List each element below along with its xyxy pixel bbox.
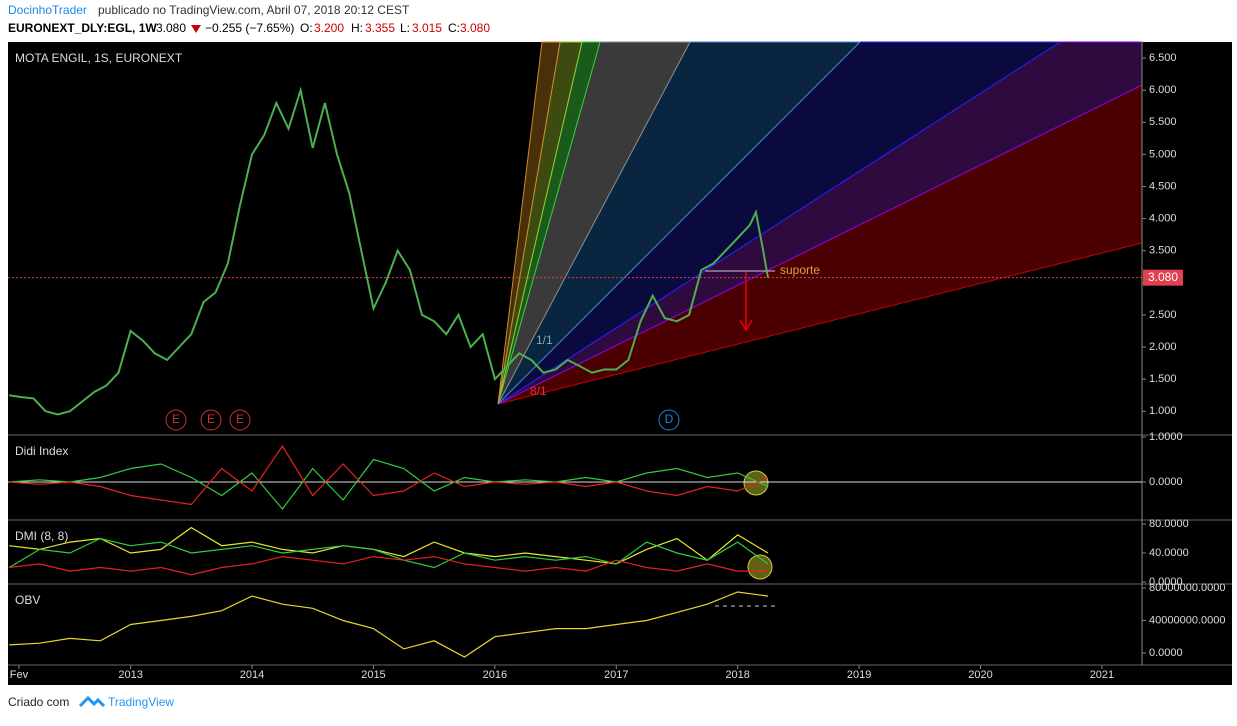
y-tick-label: 1.000	[1149, 405, 1177, 417]
event-marker	[658, 409, 680, 431]
y-tick-label: 2.000	[1149, 341, 1177, 353]
y-tick-label: 6.500	[1149, 52, 1177, 64]
y-tick-label: 80.0000	[1149, 518, 1189, 530]
fan-band	[497, 41, 561, 405]
event-marker	[165, 409, 187, 431]
x-tick-label: 2016	[483, 669, 507, 681]
y-tick-label: 1.500	[1149, 373, 1177, 385]
arrow-head	[739, 319, 753, 332]
y-tick-label: 40000000.0000	[1149, 614, 1225, 626]
footer-text: Criado com	[8, 695, 69, 709]
y-tick-label: 4.500	[1149, 180, 1177, 192]
annotation: E	[236, 412, 244, 426]
highlight	[747, 554, 773, 580]
y-tick-label: 2.500	[1149, 309, 1177, 321]
pane-title: DMI (8, 8)	[15, 529, 68, 543]
series-line	[9, 555, 768, 576]
x-tick-label: 2020	[968, 669, 992, 681]
h-label: H:	[351, 21, 363, 35]
series-line	[9, 526, 769, 565]
annotation: E	[207, 412, 215, 426]
annotation: 1/1	[536, 333, 553, 347]
y-tick-label: 0.0000	[1149, 476, 1183, 488]
y-tick-label: 6.000	[1149, 84, 1177, 96]
author: DocinhoTrader	[8, 3, 87, 17]
y-tick-label: 40.0000	[1149, 547, 1189, 559]
series-line	[9, 591, 769, 658]
pane-title: Didi Index	[15, 444, 68, 458]
y-tick-label: 0.0000	[1149, 647, 1183, 659]
x-tick-label: 2021	[1090, 669, 1114, 681]
x-tick-label: 2015	[361, 669, 385, 681]
x-tick-label: 2017	[604, 669, 628, 681]
open: 3.200	[314, 21, 344, 35]
event-marker	[200, 409, 222, 431]
annotation: suporte	[780, 263, 820, 277]
y-tick-label: 4.000	[1149, 212, 1177, 224]
gann-fan	[497, 41, 1143, 405]
last-price-label: 3.080	[1148, 270, 1178, 284]
event-marker	[229, 409, 251, 431]
x-tick-label: 2014	[240, 669, 264, 681]
last-price-tag	[1143, 269, 1183, 286]
y-tick-label: 3.500	[1149, 245, 1177, 257]
x-tick-label: 2013	[118, 669, 142, 681]
change: −0.255 (−7.65%)	[205, 21, 294, 35]
close: 3.080	[460, 21, 490, 35]
down-icon	[191, 25, 201, 33]
logo	[78, 695, 106, 708]
symbol: EURONEXT_DLY:EGL, 1W	[8, 21, 157, 35]
low: 3.015	[412, 21, 442, 35]
annotation: E	[172, 412, 180, 426]
annotation: D	[665, 412, 674, 426]
y-tick-label: 5.000	[1149, 148, 1177, 160]
y-tick-label: 0.0000	[1149, 576, 1183, 588]
pane-title: MOTA ENGIL, 1S, EURONEXT	[15, 51, 183, 65]
c-label: C:	[448, 21, 460, 35]
series-line	[9, 444, 769, 506]
series-line	[9, 458, 769, 510]
l-label: L:	[400, 21, 410, 35]
header: DocinhoTrader publicado no TradingView.c…	[8, 3, 490, 35]
y-tick-label: 5.500	[1149, 116, 1177, 128]
last: 3.080	[156, 21, 186, 35]
annotation: 8/1	[530, 384, 547, 398]
y-tick-label: 80000000.0000	[1149, 582, 1225, 594]
o-label: O:	[300, 21, 313, 35]
high: 3.355	[365, 21, 395, 35]
published: publicado no TradingView.com, Abril 07, …	[98, 3, 410, 17]
x-tick-label: 2019	[847, 669, 871, 681]
y-tick-label: 1.0000	[1149, 431, 1183, 443]
footer-brand[interactable]: TradingView	[108, 695, 174, 709]
x-tick-label: Fev	[10, 669, 29, 681]
x-tick-label: 2018	[725, 669, 749, 681]
series-line	[9, 86, 769, 416]
pane-title: OBV	[15, 593, 40, 607]
series-line	[8, 537, 769, 569]
